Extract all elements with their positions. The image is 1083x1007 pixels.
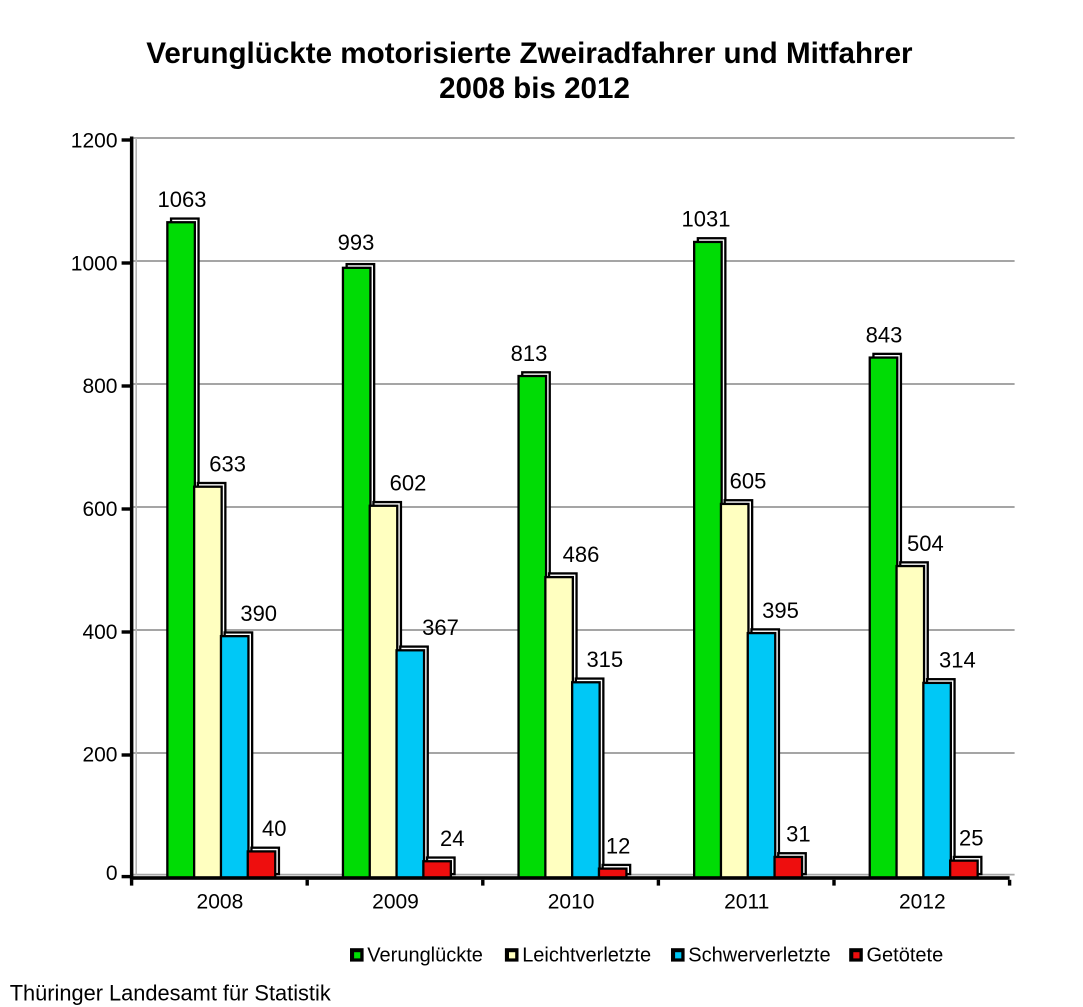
svg-text:800: 800: [82, 375, 117, 398]
svg-text:993: 993: [338, 230, 375, 255]
svg-text:314: 314: [939, 648, 976, 673]
svg-text:2010: 2010: [548, 890, 595, 913]
svg-text:0: 0: [106, 862, 118, 885]
svg-text:1200: 1200: [71, 130, 118, 153]
svg-text:Verunglückte motorisierte Zwei: Verunglückte motorisierte Zweiradfahrer …: [146, 37, 913, 70]
svg-text:2008: 2008: [197, 890, 244, 913]
svg-text:504: 504: [907, 531, 944, 556]
svg-text:Leichtverletzte: Leichtverletzte: [522, 945, 651, 967]
svg-text:Verunglückte: Verunglückte: [367, 945, 483, 967]
svg-text:Thüringer Landesamt für Statis: Thüringer Landesamt für Statistik: [10, 981, 331, 1006]
svg-text:12: 12: [606, 833, 630, 858]
svg-text:315: 315: [586, 647, 623, 672]
svg-text:40: 40: [262, 816, 286, 841]
svg-text:1063: 1063: [158, 187, 207, 212]
svg-text:31: 31: [786, 822, 810, 847]
svg-text:25: 25: [959, 825, 983, 850]
svg-text:1031: 1031: [682, 207, 731, 232]
svg-text:605: 605: [730, 469, 767, 494]
svg-text:395: 395: [762, 598, 799, 623]
svg-text:Schwerverletzte: Schwerverletzte: [688, 945, 830, 967]
svg-text:813: 813: [511, 341, 548, 366]
svg-text:602: 602: [390, 471, 427, 496]
svg-text:400: 400: [82, 621, 117, 644]
svg-text:2008 bis 2012: 2008 bis 2012: [439, 72, 630, 105]
svg-text:Getötete: Getötete: [867, 945, 944, 967]
svg-text:367: 367: [422, 615, 459, 640]
svg-text:486: 486: [563, 542, 600, 567]
svg-text:600: 600: [82, 498, 117, 521]
svg-text:1000: 1000: [71, 252, 118, 275]
svg-text:633: 633: [209, 452, 246, 477]
svg-text:2011: 2011: [724, 890, 769, 913]
svg-text:390: 390: [240, 601, 277, 626]
svg-text:2012: 2012: [899, 890, 946, 913]
svg-text:24: 24: [440, 826, 464, 851]
svg-text:843: 843: [866, 322, 903, 347]
svg-text:200: 200: [82, 744, 117, 767]
svg-text:2009: 2009: [372, 890, 419, 913]
